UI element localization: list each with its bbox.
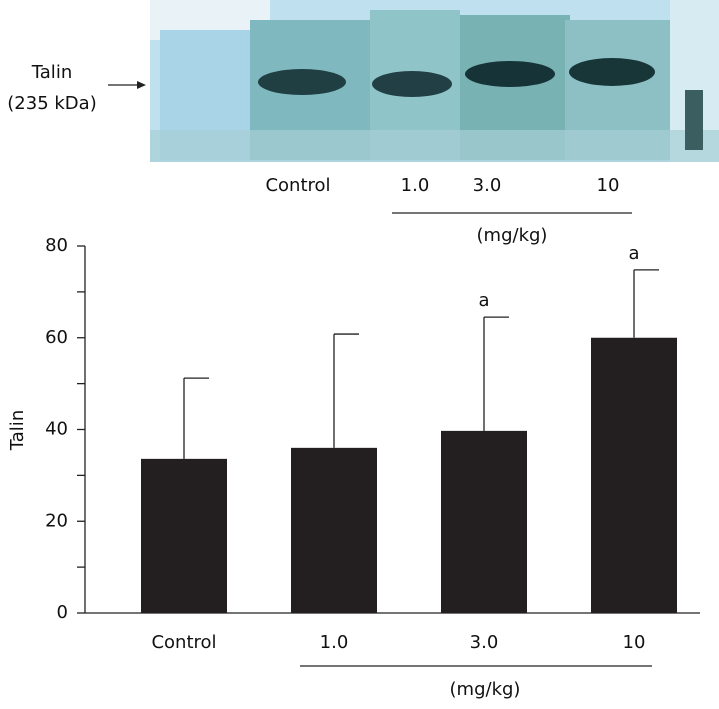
protein-size: (235 kDa) <box>7 93 96 114</box>
arrow-head <box>137 81 146 89</box>
x-tick-label: 10 <box>623 632 646 653</box>
significance-mark: a <box>628 243 639 264</box>
lane-label: 3.0 <box>473 175 502 196</box>
y-tick-label: 60 <box>45 327 68 348</box>
group-label: (mg/kg) <box>477 225 548 246</box>
y-tick-label: 20 <box>45 510 68 531</box>
lane-label: 10 <box>597 175 620 196</box>
y-tick-label: 40 <box>45 419 68 440</box>
x-tick-label: 3.0 <box>470 632 499 653</box>
bar <box>441 430 527 613</box>
y-axis-label: Talin <box>7 410 28 451</box>
bar <box>141 458 227 613</box>
y-tick-label: 80 <box>45 235 68 256</box>
significance-mark: a <box>478 290 489 311</box>
x-tick-label: Control <box>151 632 216 653</box>
lane-label: 1.0 <box>401 175 430 196</box>
blot-image <box>150 0 719 162</box>
y-tick-label: 0 <box>57 602 68 623</box>
group-label: (mg/kg) <box>450 679 521 700</box>
x-tick-label: 1.0 <box>320 632 349 653</box>
bar <box>291 447 377 613</box>
lane-label: Control <box>265 175 330 196</box>
protein-label: Talin <box>31 62 72 83</box>
bar <box>591 337 677 613</box>
